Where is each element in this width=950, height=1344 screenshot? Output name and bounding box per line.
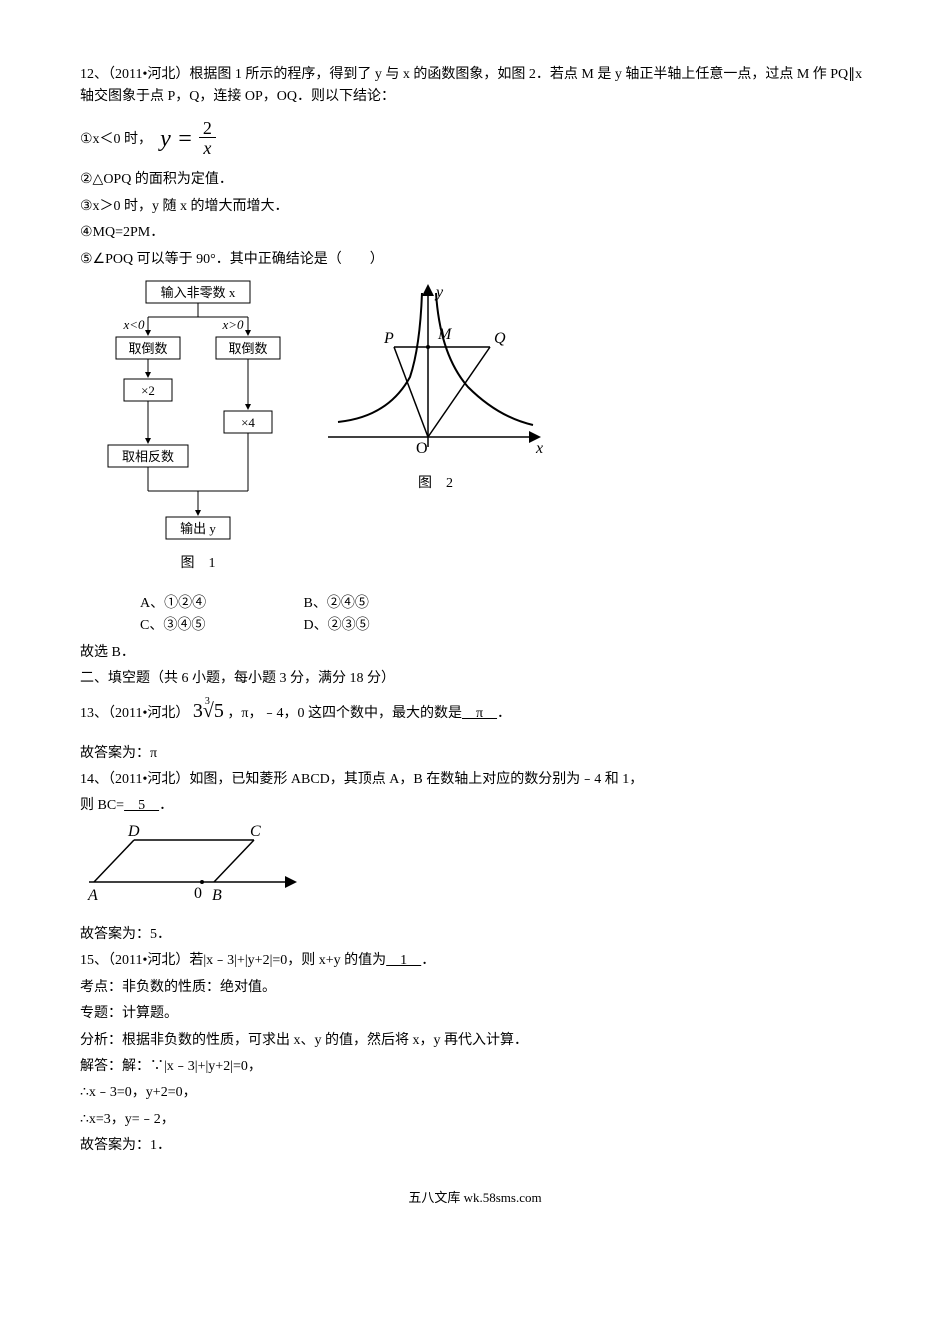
q14-answer: 故答案为：5． <box>80 924 870 946</box>
q12-options-row1: A、①②④ B、②④⑤ <box>140 593 870 615</box>
node-output: 输出 y <box>180 521 216 536</box>
q13-line: 13、（2011•河北） 33√5 ，π，﹣4，0 这四个数中，最大的数是 π … <box>80 695 870 727</box>
q12-stmt3: ③x＞0 时，y 随 x 的增大而增大． <box>80 196 870 218</box>
q12-stmt1: ①x＜0 时， y =2x <box>80 119 216 160</box>
q15-blank: 1 <box>386 953 421 968</box>
label-a: A <box>87 887 98 904</box>
q12-stem: 12、（2011•河北）根据图 1 所示的程序，得到了 y 与 x 的函数图象，… <box>80 64 870 109</box>
q12-options-row2: C、③④⑤ D、②③⑤ <box>140 615 870 637</box>
q14-blank: 5 <box>124 798 159 813</box>
q15-line: 15、（2011•河北）若|x﹣3|+|y+2|=0，则 x+y 的值为 1 ． <box>80 950 870 972</box>
opt-d: D、②③⑤ <box>304 615 464 637</box>
q12-stmt5: ⑤∠POQ 可以等于 90°．其中正确结论是（ ） <box>80 249 870 271</box>
node-mul2: ×2 <box>141 383 155 398</box>
node-recip-l: 取倒数 <box>128 341 167 356</box>
point-p: P <box>383 330 394 347</box>
cond-right: x>0 <box>221 317 244 332</box>
q15-jd3: ∴x=3，y=﹣2， <box>80 1109 870 1131</box>
q14-period: ． <box>159 798 173 813</box>
section2-heading: 二、填空题（共 6 小题，每小题 3 分，满分 18 分） <box>80 668 870 690</box>
label-b: B <box>212 887 222 904</box>
q12-figures: 输入非零数 x x<0 x>0 取倒数 取倒数 ×2 ×4 取相反数 <box>98 277 870 587</box>
cond-left: x<0 <box>122 317 145 332</box>
q15-fx: 分析：根据非负数的性质，可求出 x、y 的值，然后将 x，y 再代入计算． <box>80 1030 870 1052</box>
opt-b: B、②④⑤ <box>304 593 464 615</box>
q15-kd: 考点：非负数的性质：绝对值。 <box>80 977 870 999</box>
q14-diagram: A B 0 D C <box>84 822 304 912</box>
origin-label: O <box>416 440 428 457</box>
stmt1-equation: y =2x <box>160 119 216 160</box>
label-zero: 0 <box>194 885 202 902</box>
opt-a: A、①②④ <box>140 593 300 615</box>
stmt1-label: ①x＜0 时， <box>80 119 152 151</box>
q15-ans: 故答案为：1． <box>80 1135 870 1157</box>
point-q: Q <box>494 330 506 347</box>
q15-jd2: ∴x﹣3=0，y+2=0， <box>80 1082 870 1104</box>
node-recip-r: 取倒数 <box>228 341 267 356</box>
q12-stmt2: ②△OPQ 的面积为定值． <box>80 169 870 191</box>
label-d: D <box>127 823 140 840</box>
q15-stem: 15、（2011•河北）若|x﹣3|+|y+2|=0，则 x+y 的值为 <box>80 953 386 968</box>
q15-zt: 专题：计算题。 <box>80 1003 870 1025</box>
flowchart-fig1: 输入非零数 x x<0 x>0 取倒数 取倒数 ×2 ×4 取相反数 <box>98 277 298 587</box>
fig1-caption: 图 1 <box>181 556 216 571</box>
q14-line1: 14、（2011•河北）如图，已知菱形 ABCD，其顶点 A，B 在数轴上对应的… <box>80 769 870 791</box>
q12-answer: 故选 B． <box>80 642 870 664</box>
q13-answer: 故答案为：π <box>80 743 870 765</box>
q13-blank: π <box>462 706 497 721</box>
axis-x-label: x <box>535 440 543 457</box>
fig2-caption: 图 2 <box>418 476 453 491</box>
q13-prefix: 13、（2011•河北） <box>80 706 189 721</box>
q13-tail: ，π，﹣4，0 这四个数中，最大的数是 <box>227 706 462 721</box>
node-input: 输入非零数 x <box>161 285 236 300</box>
label-c: C <box>250 823 261 840</box>
graph-fig2: y x O P M Q 图 2 <box>318 277 548 507</box>
footer: 五八文库 wk.58sms.com <box>80 1188 870 1209</box>
opt-c: C、③④⑤ <box>140 615 300 637</box>
point-m: M <box>437 326 453 343</box>
q14-line2: 则 BC= 5 ． <box>80 795 870 817</box>
node-mul4: ×4 <box>241 415 255 430</box>
q12-stmt4: ④MQ=2PM． <box>80 222 870 244</box>
q14-prefix: 则 BC= <box>80 798 124 813</box>
node-neg: 取相反数 <box>122 449 174 464</box>
q15-jd1: 解答：解：∵|x﹣3|+|y+2|=0， <box>80 1056 870 1078</box>
q15-period: ． <box>421 953 435 968</box>
q13-cuberoot: 33√5 <box>193 700 224 722</box>
q13-period: ． <box>497 706 511 721</box>
